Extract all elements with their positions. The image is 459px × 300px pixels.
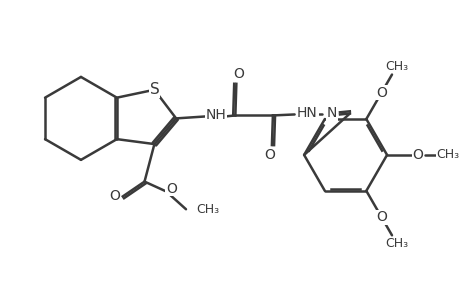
Text: S: S [149, 82, 159, 97]
Text: CH₃: CH₃ [436, 148, 459, 161]
Text: CH₃: CH₃ [196, 203, 218, 216]
Text: HN: HN [297, 106, 317, 121]
Text: NH: NH [205, 108, 225, 122]
Text: O: O [264, 148, 275, 162]
Text: O: O [165, 182, 176, 196]
Text: O: O [411, 148, 422, 162]
Text: O: O [375, 210, 386, 224]
Text: O: O [109, 189, 120, 203]
Text: N: N [326, 106, 336, 121]
Text: O: O [232, 67, 243, 81]
Text: CH₃: CH₃ [385, 59, 408, 73]
Text: O: O [375, 85, 386, 100]
Text: CH₃: CH₃ [385, 237, 408, 250]
